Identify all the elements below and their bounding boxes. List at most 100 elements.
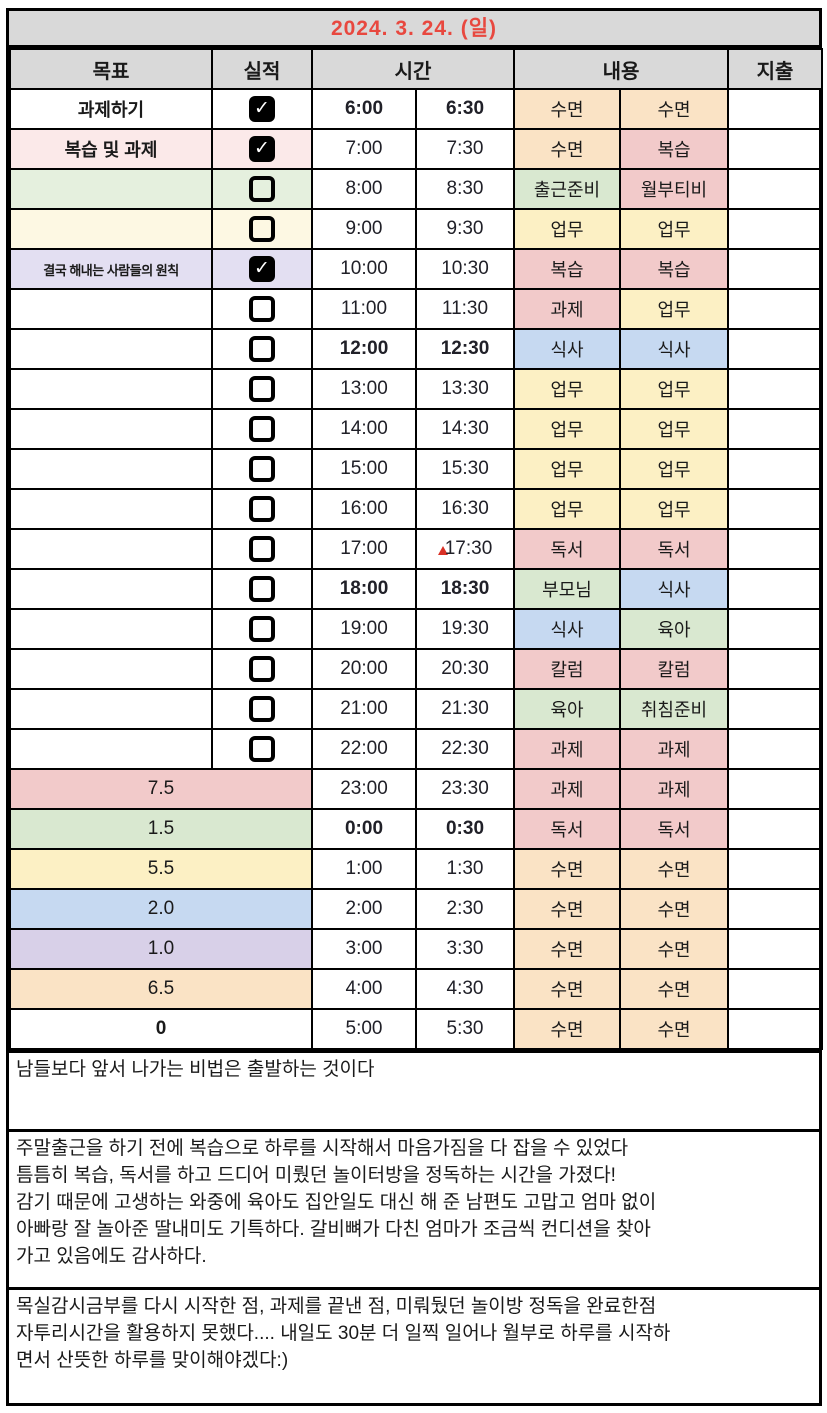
expense-cell	[727, 688, 823, 730]
content-cell: 업무	[619, 488, 729, 530]
schedule-row: 7.5 23:00 23:30 과제 과제	[9, 768, 823, 810]
goal-cell	[9, 408, 213, 450]
summary-hours-cell: 6.5	[9, 968, 313, 1010]
checkbox-unchecked[interactable]	[249, 376, 275, 402]
done-cell	[211, 688, 313, 730]
schedule-row: 20:00 20:30 칼럼 칼럼	[9, 648, 823, 690]
time-cell: 23:30	[415, 768, 515, 810]
schedule-row: 결국 해내는 사람들의 원칙 ✓ 10:00 10:30 복습 복습	[9, 248, 823, 290]
checkbox-checked[interactable]: ✓	[249, 256, 275, 282]
checkbox-unchecked[interactable]	[249, 616, 275, 642]
note-line: 감기 때문에 고생하는 와중에 육아도 집안일도 대신 해 준 남편도 고맙고 …	[16, 1192, 657, 1213]
checkbox-unchecked[interactable]	[249, 336, 275, 362]
checkbox-unchecked[interactable]	[249, 416, 275, 442]
checkbox-unchecked[interactable]	[249, 536, 275, 562]
expense-cell	[727, 168, 823, 210]
date-title: 2024. 3. 24. (일)	[9, 11, 819, 48]
summary-hours-cell: 1.5	[9, 808, 313, 850]
checkbox-unchecked[interactable]	[249, 696, 275, 722]
time-cell: 9:00	[311, 208, 417, 250]
content-cell: 수면	[513, 888, 621, 930]
goal-cell: 복습 및 과제	[9, 128, 213, 170]
note-line: 면서 산뜻한 하루를 맞이해야겠다:)	[16, 1350, 289, 1371]
schedule-row: 6.5 4:00 4:30 수면 수면	[9, 968, 823, 1010]
checkbox-unchecked[interactable]	[249, 656, 275, 682]
schedule-row: 16:00 16:30 업무 업무	[9, 488, 823, 530]
content-cell: 업무	[619, 288, 729, 330]
checkbox-checked[interactable]: ✓	[249, 96, 275, 122]
checkbox-unchecked[interactable]	[249, 576, 275, 602]
content-cell: 업무	[513, 448, 621, 490]
content-cell: 과제	[513, 728, 621, 770]
goal-cell	[9, 448, 213, 490]
schedule-body: 과제하기 ✓ 6:00 6:30 수면 수면 복습 및 과제 ✓ 7:00 7:30 수면 복습 8:0…	[9, 88, 823, 1050]
col-header-done: 실적	[211, 48, 313, 90]
content-cell: 업무	[513, 488, 621, 530]
expense-cell	[727, 328, 823, 370]
time-cell: 7:00	[311, 128, 417, 170]
schedule-row: 0 5:00 5:30 수면 수면	[9, 1008, 823, 1050]
done-cell	[211, 328, 313, 370]
schedule-row: 17:00 17:30 독서 독서	[9, 528, 823, 570]
expense-cell	[727, 128, 823, 170]
time-cell: 14:00	[311, 408, 417, 450]
time-cell: 11:00	[311, 288, 417, 330]
col-header-content: 내용	[513, 48, 729, 90]
content-cell: 업무	[619, 208, 729, 250]
content-cell: 식사	[619, 568, 729, 610]
done-cell	[211, 608, 313, 650]
time-cell: 3:30	[415, 928, 515, 970]
expense-cell	[727, 848, 823, 890]
expense-cell	[727, 568, 823, 610]
time-cell: 4:00	[311, 968, 417, 1010]
time-cell: 12:00	[311, 328, 417, 370]
goal-cell	[9, 528, 213, 570]
checkbox-checked[interactable]: ✓	[249, 136, 275, 162]
checkbox-unchecked[interactable]	[249, 736, 275, 762]
header-row: 목표 실적 시간 내용 지출	[9, 48, 823, 90]
time-cell: 6:30	[415, 88, 515, 130]
content-cell: 부모님	[513, 568, 621, 610]
done-cell	[211, 368, 313, 410]
schedule-row: 13:00 13:30 업무 업무	[9, 368, 823, 410]
reflection-note: 목실감시금부를 다시 시작한 점, 과제를 끝낸 점, 미뤄뒀던 놀이방 정독을…	[9, 1287, 819, 1403]
expense-cell	[727, 728, 823, 770]
note-line: 틈틈히 복습, 독서를 하고 드디어 미뤘던 놀이터방을 정독하는 시간을 가졌…	[16, 1165, 616, 1186]
content-cell: 육아	[619, 608, 729, 650]
content-cell: 수면	[513, 968, 621, 1010]
done-cell	[211, 528, 313, 570]
time-cell: 1:00	[311, 848, 417, 890]
content-cell: 과제	[513, 288, 621, 330]
expense-cell	[727, 968, 823, 1010]
time-cell: 16:30	[415, 488, 515, 530]
checkbox-unchecked[interactable]	[249, 456, 275, 482]
checkbox-unchecked[interactable]	[249, 216, 275, 242]
content-cell: 복습	[513, 248, 621, 290]
goal-cell	[9, 688, 213, 730]
time-cell: 18:00	[311, 568, 417, 610]
expense-cell	[727, 488, 823, 530]
content-cell: 칼럼	[619, 648, 729, 690]
time-cell: 17:00	[311, 528, 417, 570]
checkbox-unchecked[interactable]	[249, 176, 275, 202]
content-cell: 독서	[619, 808, 729, 850]
summary-hours-cell: 0	[9, 1008, 313, 1050]
checkbox-unchecked[interactable]	[249, 296, 275, 322]
note-line: 목실감시금부를 다시 시작한 점, 과제를 끝낸 점, 미뤄뒀던 놀이방 정독을…	[16, 1296, 657, 1317]
done-cell	[211, 488, 313, 530]
goal-cell	[9, 568, 213, 610]
content-cell: 수면	[513, 128, 621, 170]
done-cell	[211, 568, 313, 610]
time-cell: 11:30	[415, 288, 515, 330]
expense-cell	[727, 368, 823, 410]
expense-cell	[727, 288, 823, 330]
time-cell: 20:30	[415, 648, 515, 690]
content-cell: 월부티비	[619, 168, 729, 210]
col-header-time: 시간	[311, 48, 515, 90]
time-cell: 22:00	[311, 728, 417, 770]
done-cell: ✓	[211, 248, 313, 290]
content-cell: 육아	[513, 688, 621, 730]
time-cell: 23:00	[311, 768, 417, 810]
checkbox-unchecked[interactable]	[249, 496, 275, 522]
content-cell: 수면	[619, 888, 729, 930]
